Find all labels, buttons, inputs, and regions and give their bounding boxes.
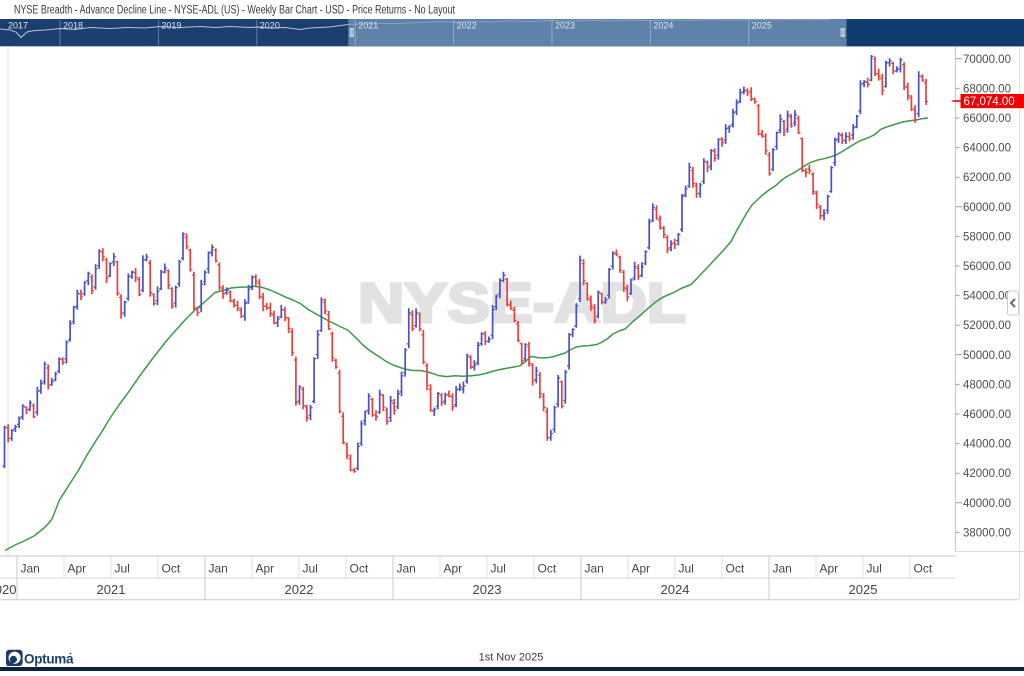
svg-text:50000.00: 50000.00 [963, 350, 1011, 362]
svg-text:Jul: Jul [867, 562, 882, 576]
svg-text:67,074.00: 67,074.00 [964, 96, 1015, 108]
svg-text:NYSE Breadth - Advance Decline: NYSE Breadth - Advance Decline Line - NY… [14, 5, 456, 17]
svg-text:Jan: Jan [209, 562, 228, 576]
svg-text:Oct: Oct [914, 562, 933, 576]
svg-text:Jan: Jan [397, 562, 416, 576]
svg-text:Jul: Jul [303, 562, 318, 576]
svg-text:2023: 2023 [473, 582, 502, 597]
svg-text:2024: 2024 [661, 582, 690, 597]
svg-text:Oct: Oct [162, 562, 181, 576]
svg-text:Optuma: Optuma [24, 652, 74, 667]
svg-text:62000.00: 62000.00 [963, 172, 1011, 184]
svg-text:38000.00: 38000.00 [963, 527, 1011, 539]
svg-text:Jan: Jan [773, 562, 792, 576]
svg-text:NYSE-ADL: NYSE-ADL [358, 271, 686, 334]
svg-text:1st Nov 2025: 1st Nov 2025 [479, 652, 544, 664]
svg-text:Apr: Apr [632, 562, 651, 576]
svg-text:44000.00: 44000.00 [963, 439, 1011, 451]
svg-text:56000.00: 56000.00 [963, 261, 1011, 273]
svg-text:Jul: Jul [115, 562, 130, 576]
svg-text:2018: 2018 [63, 21, 83, 31]
svg-text:Oct: Oct [538, 562, 557, 576]
svg-text:Jan: Jan [21, 562, 40, 576]
svg-text:70000.00: 70000.00 [963, 54, 1011, 66]
svg-text:Jan: Jan [585, 562, 604, 576]
svg-text:2025: 2025 [849, 582, 878, 597]
svg-text:42000.00: 42000.00 [963, 468, 1011, 480]
svg-text:2017: 2017 [8, 21, 28, 31]
svg-text:66000.00: 66000.00 [963, 113, 1011, 125]
svg-text:2023: 2023 [555, 21, 575, 31]
svg-text:Oct: Oct [726, 562, 745, 576]
svg-text:64000.00: 64000.00 [963, 143, 1011, 155]
svg-text:52000.00: 52000.00 [963, 320, 1011, 332]
svg-text:Oct: Oct [350, 562, 369, 576]
svg-text:54000.00: 54000.00 [963, 291, 1011, 303]
svg-text:Apr: Apr [820, 562, 839, 576]
svg-text:60000.00: 60000.00 [963, 202, 1011, 214]
svg-text:2021: 2021 [358, 21, 378, 31]
svg-text:Jul: Jul [679, 562, 694, 576]
svg-text:2020: 2020 [0, 582, 17, 597]
svg-text:Apr: Apr [256, 562, 275, 576]
svg-text:48000.00: 48000.00 [963, 379, 1011, 391]
svg-text:68000.00: 68000.00 [963, 83, 1011, 95]
svg-text:2024: 2024 [653, 21, 673, 31]
svg-text:Jul: Jul [491, 562, 506, 576]
svg-text:2021: 2021 [97, 582, 126, 597]
svg-text:40000.00: 40000.00 [963, 498, 1011, 510]
svg-text:Apr: Apr [68, 562, 87, 576]
svg-text:58000.00: 58000.00 [963, 231, 1011, 243]
svg-text:2025: 2025 [752, 21, 772, 31]
svg-text:2022: 2022 [457, 21, 477, 31]
svg-text:46000.00: 46000.00 [963, 409, 1011, 421]
svg-text:Apr: Apr [444, 562, 463, 576]
svg-text:2022: 2022 [285, 582, 314, 597]
svg-text:2019: 2019 [161, 21, 181, 31]
svg-text:2020: 2020 [260, 21, 280, 31]
